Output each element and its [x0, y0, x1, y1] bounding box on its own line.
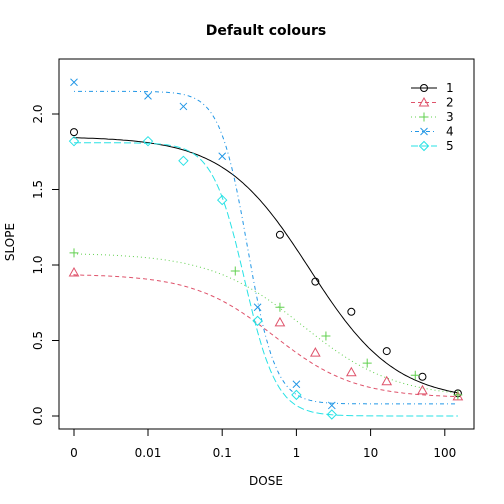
point-triangle	[381, 375, 393, 386]
chart-title: Default colours	[206, 23, 327, 39]
fit-curve-2	[73, 274, 458, 398]
y-tick-label: 2.0	[31, 104, 45, 123]
point-circle	[382, 347, 391, 356]
point-cross	[70, 78, 78, 87]
point-plus	[321, 331, 331, 341]
y-tick-label: 1.5	[31, 180, 45, 199]
y-tick-label: 1.0	[31, 255, 45, 274]
point-plus	[453, 390, 463, 400]
y-tick-label: 0.5	[31, 331, 45, 350]
legend-label-2: 2	[446, 96, 454, 110]
legend-label-3: 3	[446, 110, 454, 124]
fit-curve-3	[73, 252, 458, 394]
y-tick-label: 0.0	[31, 406, 45, 425]
x-tick-label: 0.01	[135, 446, 162, 460]
point-triangle	[345, 366, 357, 377]
point-cross	[144, 92, 152, 100]
point-diamond	[291, 389, 302, 401]
point-plus	[69, 248, 79, 258]
point-diamond	[418, 140, 430, 152]
point-circle	[420, 84, 428, 92]
x-tick-label: 0.1	[213, 446, 232, 460]
point-circle	[418, 372, 427, 381]
legend-label-4: 4	[446, 125, 454, 139]
point-cross	[218, 152, 227, 161]
x-tick-label: 1	[293, 446, 301, 460]
x-tick-label: 0	[70, 446, 78, 460]
point-diamond	[142, 135, 154, 147]
point-circle	[311, 277, 320, 286]
point-diamond	[178, 155, 189, 167]
point-circle	[347, 307, 356, 316]
point-cross	[420, 127, 428, 136]
point-plus	[275, 302, 285, 312]
point-plus	[362, 358, 372, 368]
point-triangle	[417, 384, 428, 395]
point-triangle	[418, 96, 430, 107]
point-triangle	[309, 347, 321, 357]
point-triangle	[68, 267, 80, 277]
point-circle	[70, 128, 78, 137]
fit-curve-1	[73, 136, 458, 394]
plot-frame	[58, 58, 475, 430]
point-plus	[419, 112, 429, 122]
point-cross	[292, 380, 301, 389]
x-tick-label: 10	[363, 446, 378, 460]
x-tick-label: 100	[433, 446, 456, 460]
point-diamond	[252, 315, 263, 327]
point-plus	[230, 266, 240, 276]
point-triangle	[274, 316, 286, 327]
legend-label-1: 1	[446, 81, 454, 95]
point-diamond	[68, 135, 80, 147]
legend-label-5: 5	[446, 139, 454, 153]
x-axis-label: DOSE	[249, 474, 283, 488]
fit-curve-4	[74, 90, 458, 405]
y-axis: 0.0 0.5 1.0 1.5 2.0	[31, 104, 60, 426]
fit-curves	[73, 90, 458, 417]
data-points	[68, 78, 464, 420]
point-circle	[275, 230, 284, 239]
point-diamond	[216, 194, 228, 206]
point-cross	[179, 102, 188, 111]
x-axis: 0 0.01 0.1 1 10 100	[70, 428, 456, 460]
point-triangle	[452, 390, 464, 401]
point-cross	[327, 401, 336, 410]
point-plus	[410, 370, 420, 380]
fit-curve-5	[74, 142, 458, 417]
y-axis-label: SLOPE	[3, 223, 17, 261]
point-diamond	[326, 409, 338, 420]
point-cross	[253, 303, 262, 312]
